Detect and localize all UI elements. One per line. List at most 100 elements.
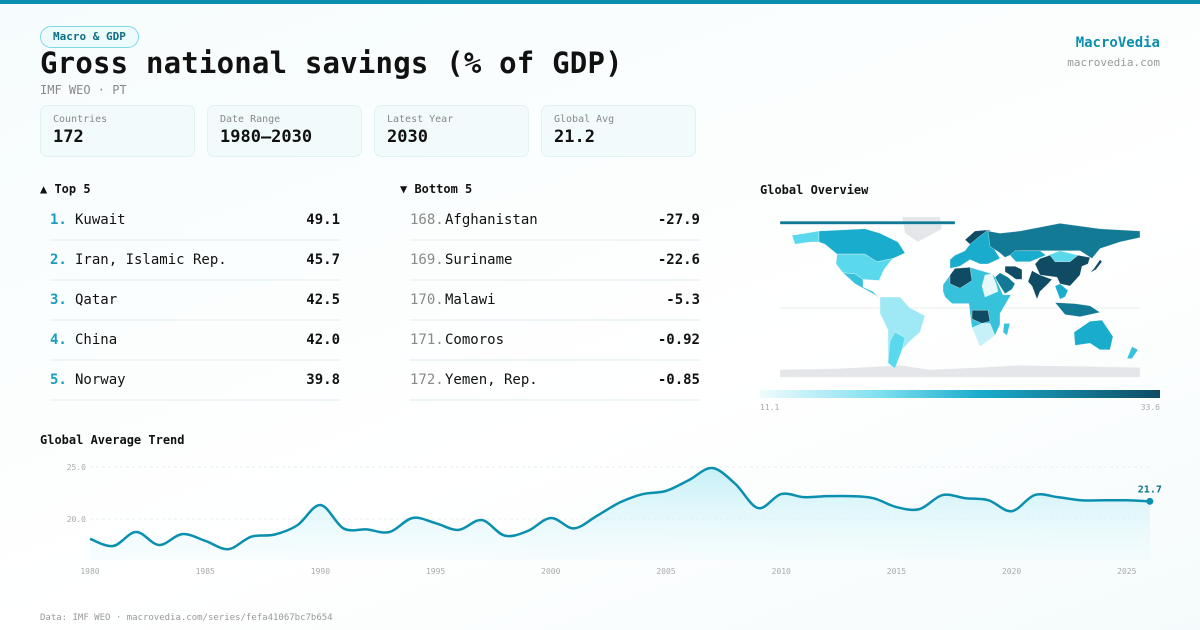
list-item[interactable]: 1. Kuwait 49.1: [50, 201, 340, 241]
list-item[interactable]: 5. Norway 39.8: [50, 361, 340, 401]
last-point-marker[interactable]: [1146, 497, 1154, 505]
list-item[interactable]: 171. Comoros -0.92: [410, 321, 700, 361]
x-tick-label: 1995: [426, 567, 445, 576]
data-point[interactable]: [110, 543, 116, 549]
x-tick-label: 1980: [80, 567, 99, 576]
region-antarctica[interactable]: [779, 365, 1141, 378]
region-australia[interactable]: [1073, 319, 1114, 350]
data-point[interactable]: [317, 502, 323, 508]
data-point[interactable]: [963, 495, 969, 501]
country-name: Suriname: [445, 252, 513, 268]
data-point[interactable]: [248, 534, 254, 540]
data-point[interactable]: [271, 532, 277, 538]
region-southern-africa[interactable]: [971, 323, 996, 347]
data-point[interactable]: [847, 493, 853, 499]
rank: 3.: [50, 292, 67, 308]
data-point[interactable]: [433, 520, 439, 526]
data-point[interactable]: [755, 505, 761, 511]
data-point[interactable]: [156, 542, 162, 548]
region-southeast-asia[interactable]: [1054, 283, 1069, 300]
country-name: China: [75, 332, 118, 348]
data-point[interactable]: [387, 529, 393, 535]
brand-url[interactable]: macrovedia.com: [1067, 56, 1160, 69]
data-point[interactable]: [986, 497, 992, 503]
data-point[interactable]: [1032, 492, 1038, 498]
list-item[interactable]: 172. Yemen, Rep. -0.85: [410, 361, 700, 401]
list-item[interactable]: 168. Afghanistan -27.9: [410, 201, 700, 241]
list-item[interactable]: 4. China 42.0: [50, 321, 340, 361]
list-item[interactable]: 170. Malawi -5.3: [410, 281, 700, 321]
data-point[interactable]: [548, 515, 554, 521]
region-norway[interactable]: [964, 229, 989, 245]
list-item[interactable]: 3. Qatar 42.5: [50, 281, 340, 321]
data-point[interactable]: [363, 526, 369, 532]
data-point[interactable]: [133, 529, 139, 535]
data-point[interactable]: [179, 531, 185, 537]
stat-card-global-avg: Global Avg 21.2: [541, 105, 696, 157]
region-north-africa-dark[interactable]: [949, 267, 973, 289]
region-central-america[interactable]: [842, 272, 881, 300]
category-tag[interactable]: Macro & GDP: [40, 26, 139, 48]
data-point[interactable]: [571, 525, 577, 531]
region-iran[interactable]: [1004, 266, 1023, 280]
region-saudi-arabia[interactable]: [994, 272, 1016, 294]
region-indonesia[interactable]: [1054, 302, 1101, 317]
data-point[interactable]: [1078, 497, 1084, 503]
data-point[interactable]: [801, 494, 807, 500]
data-point[interactable]: [1101, 497, 1107, 503]
top-accent-bar: [0, 0, 1200, 4]
region-russia[interactable]: [987, 223, 1141, 259]
data-point[interactable]: [870, 495, 876, 501]
region-new-zealand[interactable]: [1126, 346, 1139, 359]
data-point[interactable]: [709, 465, 715, 471]
data-point[interactable]: [939, 492, 945, 498]
data-point[interactable]: [686, 477, 692, 483]
y-tick-label: 25.0: [67, 463, 86, 472]
region-arctic-band[interactable]: [779, 220, 956, 225]
data-point[interactable]: [410, 515, 416, 521]
data-point[interactable]: [294, 522, 300, 528]
data-point[interactable]: [617, 499, 623, 505]
data-point[interactable]: [456, 527, 462, 533]
data-point[interactable]: [640, 491, 646, 497]
data-point[interactable]: [1055, 494, 1061, 500]
data-point[interactable]: [916, 506, 922, 512]
region-usa[interactable]: [835, 253, 894, 281]
x-tick-label: 1985: [196, 567, 215, 576]
region-alaska[interactable]: [791, 230, 820, 245]
region-egypt-sudan[interactable]: [981, 273, 999, 298]
data-point[interactable]: [732, 481, 738, 487]
data-point[interactable]: [824, 493, 830, 499]
series-line: [89, 466, 1150, 551]
data-point[interactable]: [202, 538, 208, 544]
data-point[interactable]: [663, 488, 669, 494]
region-india[interactable]: [1027, 270, 1053, 300]
region-china[interactable]: [1034, 255, 1091, 287]
data-point[interactable]: [87, 536, 93, 542]
region-kazakhstan[interactable]: [1009, 250, 1047, 262]
data-point[interactable]: [340, 525, 346, 531]
last-value-label: 21.7: [1138, 484, 1162, 495]
data-point[interactable]: [893, 504, 899, 510]
brand-logo[interactable]: MacroVedia: [1075, 35, 1160, 51]
list-item[interactable]: 2. Iran, Islamic Rep. 45.7: [50, 241, 340, 281]
data-point[interactable]: [1009, 508, 1015, 514]
region-central-africa-dark[interactable]: [971, 310, 991, 324]
data-point[interactable]: [525, 528, 531, 534]
world-map: 11.1 33.6: [760, 216, 1160, 412]
data-point[interactable]: [594, 513, 600, 519]
region-europe[interactable]: [949, 229, 1001, 269]
data-point[interactable]: [1124, 497, 1130, 503]
region-japan[interactable]: [1089, 259, 1103, 273]
page-subtitle: IMF WEO · PT: [40, 83, 127, 97]
stat-label: Countries: [53, 114, 108, 125]
data-point[interactable]: [225, 546, 231, 552]
region-madagascar[interactable]: [1002, 323, 1011, 336]
data-point[interactable]: [778, 491, 784, 497]
region-argentina[interactable]: [887, 331, 906, 369]
data-point[interactable]: [479, 517, 485, 523]
data-point[interactable]: [502, 533, 508, 539]
stat-value: 2030: [387, 127, 428, 147]
list-item[interactable]: 169. Suriname -22.6: [410, 241, 700, 281]
region-greenland[interactable]: [901, 216, 943, 243]
